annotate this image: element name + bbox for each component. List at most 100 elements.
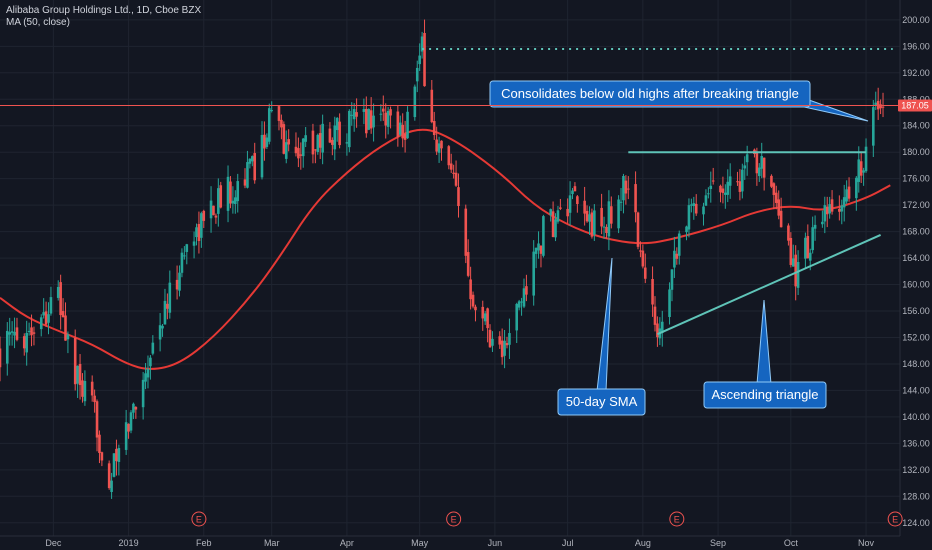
candle-body — [842, 197, 846, 208]
candle — [634, 171, 637, 223]
candle-body — [806, 236, 810, 259]
candle-body — [362, 109, 366, 112]
indicator-label[interactable]: MA (50, close) — [6, 17, 70, 28]
candle — [27, 322, 31, 336]
candle-body — [146, 368, 150, 378]
candle — [534, 247, 538, 269]
candle-body — [234, 197, 237, 205]
candle-body — [386, 110, 390, 127]
earnings-marker[interactable]: E — [887, 511, 903, 527]
candle — [668, 282, 671, 325]
candle — [643, 253, 647, 284]
candle — [656, 316, 659, 347]
candle — [287, 129, 290, 152]
candle — [178, 265, 181, 297]
x-tick-label: Jul — [562, 538, 574, 548]
candle — [692, 196, 696, 220]
candle-body — [287, 139, 290, 145]
candle-body — [879, 104, 882, 109]
candle — [311, 123, 315, 164]
candle-body — [219, 185, 223, 208]
candle-body — [214, 215, 218, 218]
candle — [331, 137, 334, 156]
candle-body — [576, 196, 579, 205]
candle-body — [127, 423, 130, 432]
candle — [736, 171, 739, 186]
candle-body — [670, 269, 674, 290]
earnings-marker[interactable]: E — [669, 511, 685, 527]
candle-body — [93, 395, 96, 403]
candle — [702, 202, 705, 226]
candle — [602, 216, 606, 239]
candle — [588, 206, 591, 235]
candle-body — [464, 208, 468, 256]
candle-body — [236, 181, 240, 202]
candle — [660, 310, 664, 347]
candle — [551, 201, 555, 238]
candle-body — [532, 251, 535, 296]
candle-body — [825, 206, 829, 215]
candle-body — [64, 315, 67, 341]
candle — [607, 190, 611, 251]
candle-body — [619, 201, 623, 203]
annotations: Consolidates below old highs after break… — [489, 80, 869, 416]
symbol-title[interactable]: Alibaba Group Holdings Ltd., 1D, Cboe BZ… — [6, 5, 201, 16]
candle — [554, 213, 557, 242]
candle — [219, 181, 223, 209]
candle — [134, 406, 138, 419]
candle — [78, 354, 82, 400]
candle — [355, 98, 358, 128]
candle — [217, 178, 220, 227]
candle — [282, 121, 286, 155]
candle-body — [491, 338, 494, 346]
candle-body — [838, 208, 841, 212]
candle — [486, 307, 489, 343]
triangle-support-line[interactable] — [657, 233, 881, 336]
candle — [379, 104, 383, 122]
candle-body — [707, 193, 710, 195]
candle — [872, 99, 875, 157]
candle — [673, 236, 676, 278]
earnings-marker[interactable]: E — [191, 511, 207, 527]
candle — [811, 216, 814, 254]
candle — [432, 111, 436, 140]
candle — [583, 186, 586, 226]
candle-body — [318, 133, 322, 148]
candle — [437, 136, 441, 163]
candle-body — [651, 278, 654, 305]
candle-body — [719, 185, 722, 193]
candle-body — [610, 206, 613, 224]
candle — [779, 197, 783, 228]
candle-body — [311, 130, 315, 155]
candle-body — [702, 206, 705, 215]
candle — [804, 232, 807, 269]
candle — [639, 241, 642, 258]
candle-body — [369, 110, 373, 129]
candle-body — [517, 301, 521, 308]
earnings-marker[interactable]: E — [446, 511, 462, 527]
candle-body — [333, 125, 337, 150]
candle — [231, 186, 235, 214]
candle-body — [389, 109, 392, 116]
candle — [585, 205, 589, 223]
candle-body — [168, 282, 172, 313]
candle — [13, 317, 16, 349]
candle — [573, 182, 577, 192]
candle — [146, 355, 150, 389]
candle-body — [770, 175, 773, 187]
x-tick-label: Feb — [196, 538, 212, 548]
candle-body — [522, 288, 526, 307]
candle-body — [881, 106, 885, 108]
chart-legend[interactable]: Alibaba Group Holdings Ltd., 1D, Cboe BZ… — [6, 5, 201, 28]
candle — [838, 195, 841, 221]
candle — [483, 310, 487, 325]
candle — [522, 278, 526, 309]
candle — [299, 142, 303, 170]
candle-body — [779, 210, 783, 228]
y-tick-label: 180.00 — [902, 147, 930, 157]
candle — [566, 198, 569, 224]
candle-body — [656, 323, 659, 338]
candle-body — [42, 312, 45, 316]
